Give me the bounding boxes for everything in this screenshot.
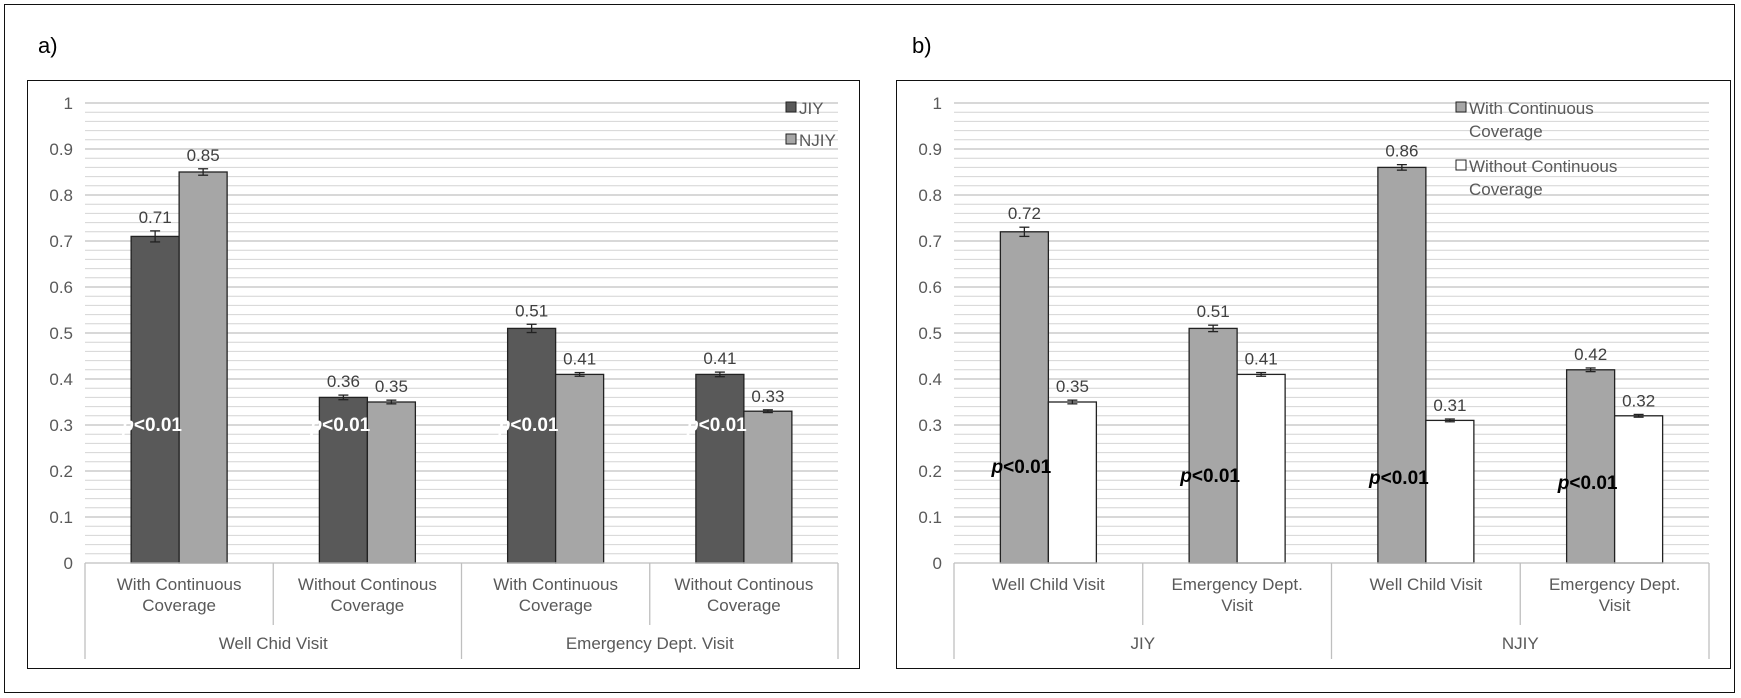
chart-a-y-tick-label: 0.1 [49,508,73,527]
chart-b-group-label: NJIY [1502,634,1539,653]
chart-a-category-label: Without Continous Coverage [298,575,437,615]
chart-a-y-tick-label: 0.4 [49,370,73,389]
chart-a-bar [318,396,369,564]
chart-a-y-tick-label: 0.8 [49,186,73,205]
chart-b-bar [1613,415,1664,564]
chart-a-y-tick-label: 0.7 [49,232,73,251]
chart-a-data-label: 0.33 [751,387,784,406]
chart-a-data-label: 0.41 [703,349,736,368]
chart-a-legend-swatch [785,133,797,145]
chart-b-data-label: 0.51 [1197,302,1230,321]
chart-b-bar [1047,401,1098,564]
chart-b-y-tick-label: 0.4 [918,370,942,389]
chart-b-data-label: 0.72 [1008,204,1041,223]
chart-a-data-label: 0.36 [327,372,360,391]
chart-a-y-tick-label: 0.5 [49,324,73,343]
chart-b-p-value-annotation: p<0.01 [1179,466,1240,487]
chart-panel-b: 0 0.1 0.2 0.3 0.4 0.5 0.6 0.7 0.8 0.9 1 0.72 0.51 0.8… [896,80,1731,669]
chart-a-group-label: Well Chid Visit [219,634,328,653]
chart-a-p-value-annotation: p<0.01 [686,415,747,436]
chart-a-group-label: Emergency Dept. Visit [566,634,734,653]
chart-b-bar [999,231,1050,564]
chart-b-data-label: 0.41 [1245,350,1278,369]
chart-b-legend-swatch [1455,101,1467,113]
chart-a-data-label: 0.41 [563,350,596,369]
chart-b-bar [1377,166,1427,564]
chart-a-p-value-annotation: p<0.01 [498,415,559,436]
panel-b-label: b) [912,33,932,58]
panel-a-label: a) [38,33,58,58]
chart-b-bar [1236,373,1286,564]
chart-b-legend-swatch [1455,159,1467,171]
chart-b-y-tick-label: 0.8 [918,186,942,205]
chart-b-p-value-annotation: p<0.01 [1557,473,1618,494]
chart-a-category-label: With Continuous Coverage [493,575,618,615]
chart-b-legend-label: Without Continuous Coverage [1469,157,1617,199]
chart-b-svg: 0 0.1 0.2 0.3 0.4 0.5 0.6 0.7 0.8 0.9 1 0.72 0.51 0.8… [918,94,1710,659]
chart-b-y-tick-label: 0 [933,554,942,573]
chart-b-bar [1188,327,1238,564]
chart-b-y-tick-label: 0.3 [918,416,942,435]
chart-b-category-label: Emergency Dept. Visit [1549,575,1680,615]
chart-a-data-label: 0.85 [187,146,220,165]
chart-a-p-value-annotation: p<0.01 [310,415,371,436]
chart-a-bar [130,235,180,564]
chart-b-y-tick-label: 0.6 [918,278,942,297]
chart-b-legend-label: With Continuous Coverage [1469,99,1594,141]
chart-a-category-label: Without Continous Coverage [674,575,813,615]
chart-b-p-value-annotation: p<0.01 [991,457,1052,478]
chart-a-data-label: 0.51 [515,301,548,320]
chart-a-bar [506,327,557,564]
chart-a-category-label: With Continuous Coverage [117,575,242,615]
chart-b-group-label: JIY [1130,634,1155,653]
chart-a-bar [695,373,745,564]
chart-b-data-label: 0.32 [1622,391,1655,410]
chart-a-data-label: 0.35 [375,377,408,396]
chart-a-bar [554,373,605,564]
figure-frame [4,4,1735,693]
chart-a-bar [366,401,417,564]
chart-b-y-tick-label: 1 [933,94,942,113]
chart-a-y-tick-label: 0.2 [49,462,73,481]
chart-b-data-label: 0.42 [1574,345,1607,364]
chart-b-y-tick-label: 0.2 [918,462,942,481]
chart-b-bar [1565,369,1616,564]
chart-a-legend-label: NJIY [799,131,836,150]
chart-a-svg: 0 0.1 0.2 0.3 0.4 0.5 0.6 0.7 0.8 0.9 1 0.71 0.36 0.5… [49,94,839,659]
chart-b-category-label: Well Child Visit [992,575,1105,594]
chart-a-data-label: 0.71 [139,208,172,227]
chart-a-bar [178,171,228,564]
chart-b-y-tick-label: 0.7 [918,232,942,251]
chart-b-category-label: Well Child Visit [1370,575,1483,594]
chart-a-y-tick-label: 0.6 [49,278,73,297]
chart-a-y-tick-label: 1 [64,94,73,113]
chart-b-data-label: 0.35 [1056,377,1089,396]
chart-a-bar [743,410,793,564]
chart-a-y-tick-label: 0.9 [49,140,73,159]
chart-b-y-tick-label: 0.9 [918,140,942,159]
chart-b-y-tick-label: 0.1 [918,508,942,527]
chart-a-legend-label: JIY [799,99,824,118]
chart-a-y-tick-label: 0.3 [49,416,73,435]
chart-b-data-label: 0.86 [1385,142,1418,161]
chart-a-p-value-annotation: p<0.01 [121,415,182,436]
chart-a-legend-swatch [785,101,797,113]
chart-b-y-tick-label: 0.5 [918,324,942,343]
chart-b-bar [1425,419,1475,564]
chart-panel-a: 0 0.1 0.2 0.3 0.4 0.5 0.6 0.7 0.8 0.9 1 0.71 0.36 0.5… [27,80,860,669]
chart-a-y-tick-label: 0 [64,554,73,573]
chart-b-category-label: Emergency Dept. Visit [1171,575,1302,615]
chart-b-p-value-annotation: p<0.01 [1368,468,1429,489]
chart-b-data-label: 0.31 [1433,396,1466,415]
